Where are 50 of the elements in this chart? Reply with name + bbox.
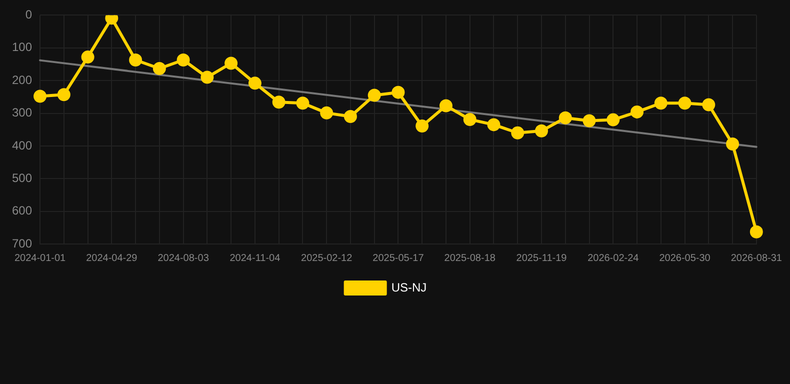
point [726, 137, 740, 150]
point [81, 50, 94, 64]
point [224, 56, 238, 70]
point [200, 70, 214, 84]
x-tick-label: 2024-04-29 [86, 252, 138, 264]
point [152, 62, 166, 75]
point [511, 126, 524, 140]
y-tick-label: 400 [12, 138, 32, 152]
x-tick-label: 2025-11-19 [516, 252, 568, 264]
point [702, 98, 716, 112]
point [535, 124, 548, 138]
point [416, 120, 429, 133]
point [463, 112, 476, 126]
point [34, 90, 47, 103]
point [582, 114, 596, 128]
point [654, 96, 668, 110]
point [296, 96, 310, 110]
point [630, 105, 644, 118]
point [487, 118, 500, 132]
point [272, 96, 286, 109]
x-tick-label: 2024-01-01 [14, 252, 66, 264]
x-tick-label: 2025-05-17 [372, 252, 424, 264]
point [368, 88, 381, 102]
y-tick-label: 700 [12, 236, 32, 250]
y-tick-label: 500 [12, 170, 32, 185]
y-tick-label: 200 [12, 72, 32, 87]
point [344, 110, 357, 124]
y-tick-label: 600 [12, 204, 32, 218]
x-tick-label: 2024-08-03 [158, 252, 210, 264]
x-tick-label: 2025-08-18 [444, 252, 496, 264]
point [678, 96, 692, 110]
point [176, 53, 190, 66]
point [392, 86, 405, 99]
x-tick-label: 2026-05-30 [659, 252, 711, 264]
x-tick-label: 2025-02-12 [301, 252, 353, 264]
y-tick-label: 100 [12, 40, 32, 54]
point [320, 106, 334, 120]
legend-label: US-NJ [391, 280, 427, 294]
point [606, 113, 620, 126]
x-tick-label: 2024-11-04 [230, 252, 281, 264]
y-tick-label: 0 [25, 8, 32, 22]
point [558, 111, 572, 124]
point [439, 99, 452, 112]
point [129, 53, 142, 66]
y-tick-label: 300 [12, 106, 32, 120]
point [248, 76, 262, 90]
point [57, 88, 70, 102]
x-tick-label: 2026-02-24 [588, 252, 640, 264]
x-tick-label: 2026-08-31 [730, 252, 782, 264]
point [750, 225, 763, 238]
